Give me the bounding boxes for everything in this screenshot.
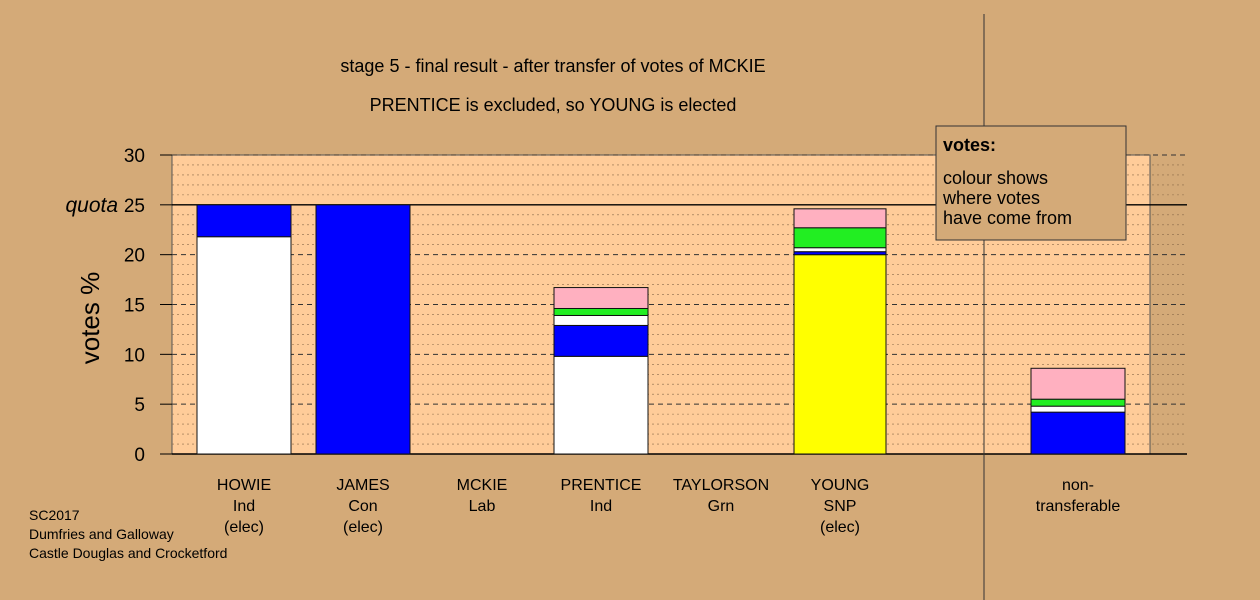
footer-ward: Castle Douglas and Crocketford <box>29 545 228 561</box>
x-tick-label: MCKIE <box>457 477 508 494</box>
x-tick-label: SNP <box>824 498 857 515</box>
bar-segment <box>1030 405 1126 413</box>
x-tick-label: (elec) <box>343 519 383 536</box>
x-tick-label: (elec) <box>820 519 860 536</box>
legend-line-2: where votes <box>942 188 1040 208</box>
bar-segment <box>553 287 649 309</box>
legend-box: votes: colour shows where votes have com… <box>935 125 1127 241</box>
x-tick-label: Grn <box>708 498 735 515</box>
x-tick-label: YOUNG <box>811 477 870 494</box>
bar-segment <box>196 204 292 238</box>
bar-segment <box>793 208 887 229</box>
x-tick-label: (elec) <box>224 519 264 536</box>
bars <box>196 204 1126 455</box>
legend-title: votes: <box>943 135 996 155</box>
x-tick-label: TAYLORSON <box>673 477 769 494</box>
footer-election: SC2017 <box>29 507 80 523</box>
y-axis-label: votes % <box>75 272 105 365</box>
y-tick-label: 20 <box>124 246 145 267</box>
bar-segment <box>1030 411 1126 455</box>
legend-line-3: have come from <box>943 208 1072 228</box>
x-tick-label: Ind <box>590 498 612 515</box>
bar-segment <box>315 204 411 455</box>
x-tick-label: Con <box>348 498 377 515</box>
x-tick-label: transferable <box>1036 498 1121 515</box>
bar-segment <box>196 236 292 455</box>
x-tick-label: Ind <box>233 498 255 515</box>
legend-line-1: colour shows <box>943 168 1048 188</box>
bar-segment <box>793 247 887 253</box>
x-tick-label: JAMES <box>336 477 389 494</box>
footer-council: Dumfries and Galloway <box>29 526 174 542</box>
x-tick-label: HOWIE <box>217 477 271 494</box>
x-tick-label: PRENTICE <box>561 477 642 494</box>
x-tick-label: Lab <box>469 498 496 515</box>
bar-segment <box>553 307 649 316</box>
bar-segment <box>553 324 649 357</box>
bar-segment <box>793 254 887 455</box>
bar-segment <box>553 355 649 455</box>
y-tick-label: quota 25 <box>65 194 145 217</box>
bar-segment <box>553 314 649 326</box>
x-tick-label: non- <box>1062 477 1094 494</box>
x-axis-labels: HOWIE Ind (elec) JAMES Con (elec) MCKIE Lab PREN… <box>217 477 1120 536</box>
bar-segment <box>1030 398 1126 407</box>
chart-title: stage 5 - final result - after transfer … <box>340 56 765 76</box>
y-tick-label: 5 <box>134 395 145 416</box>
y-tick-label: 30 <box>124 146 145 167</box>
bar-segment <box>1030 367 1126 400</box>
bar-segment <box>793 227 887 249</box>
y-tick-label: 15 <box>124 296 145 317</box>
y-tick-label: 10 <box>124 345 145 366</box>
chart-subtitle: PRENTICE is excluded, so YOUNG is electe… <box>370 95 737 115</box>
y-tick-label: 0 <box>134 445 145 466</box>
footer-info: SC2017 Dumfries and Galloway Castle Doug… <box>29 506 227 563</box>
